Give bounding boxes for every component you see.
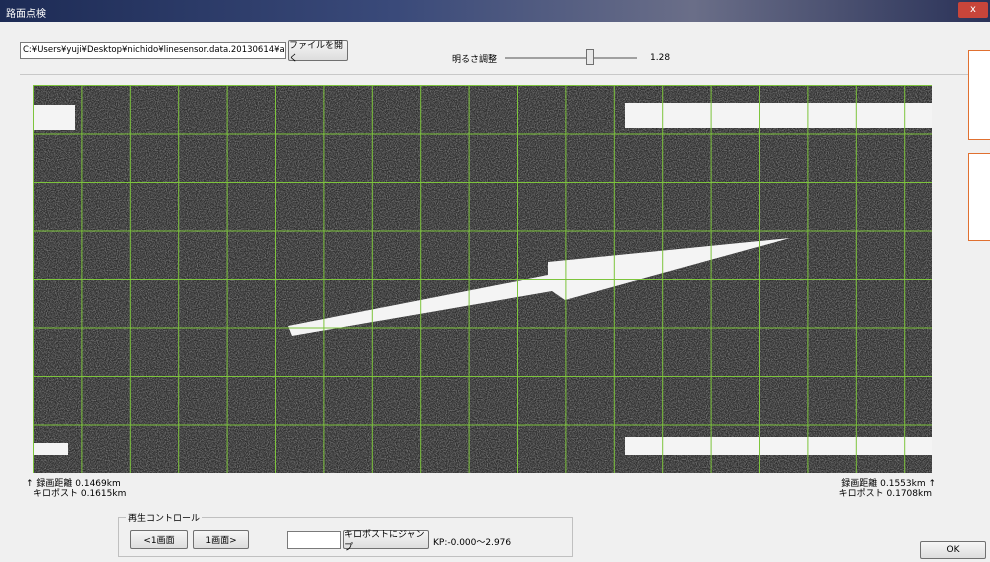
playback-group	[118, 517, 573, 557]
separator	[20, 74, 970, 75]
close-button[interactable]: x	[958, 2, 988, 18]
kp-range: KP:-0.000〜2.976	[433, 538, 512, 548]
brightness-slider[interactable]	[505, 57, 637, 59]
road-image	[33, 85, 932, 473]
brightness-value: 1.28	[650, 53, 671, 63]
group-label: 再生コントロール	[126, 511, 203, 524]
right-distance: 録画距離 0.1553km ↑	[841, 479, 936, 489]
grid	[33, 85, 932, 473]
brightness-label: 明るさ調整	[452, 55, 498, 65]
side-panel	[968, 153, 990, 241]
prev-button[interactable]: <1画面	[130, 530, 188, 549]
jump-button[interactable]: キロポストにジャンプ	[343, 530, 429, 553]
kilopost-input[interactable]	[287, 531, 341, 549]
road-markings	[33, 103, 932, 455]
left-kilopost: キロポスト 0.1615km	[33, 489, 127, 499]
slider-thumb[interactable]	[586, 49, 594, 65]
open-file-button[interactable]: ファイルを開く	[288, 40, 348, 64]
ok-button[interactable]: OK	[920, 541, 986, 559]
window-title: 路面点検	[6, 9, 46, 20]
side-panel	[968, 50, 990, 140]
path-field[interactable]: C:¥Users¥yuji¥Desktop¥nichido¥linesensor…	[20, 42, 286, 59]
title-bar: 路面点検 x	[0, 0, 990, 22]
next-button[interactable]: 1画面>	[193, 530, 249, 549]
left-distance: ↑ 録画距離 0.1469km	[26, 479, 121, 489]
right-kilopost: キロポスト 0.1708km	[838, 489, 932, 499]
